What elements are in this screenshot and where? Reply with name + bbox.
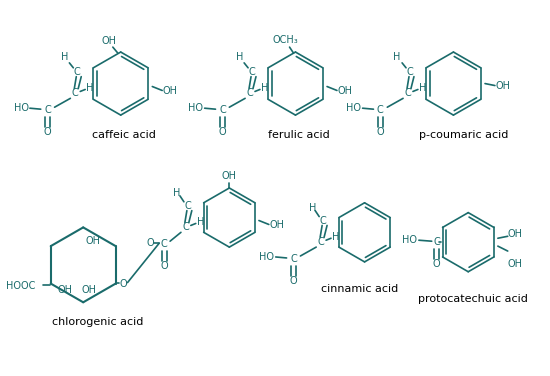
Text: C: C xyxy=(290,254,297,264)
Text: H: H xyxy=(261,83,268,94)
Text: O: O xyxy=(433,259,441,269)
Text: HO: HO xyxy=(260,252,274,262)
Text: OH: OH xyxy=(58,285,73,296)
Text: O: O xyxy=(44,127,52,137)
Text: C: C xyxy=(320,215,327,226)
Text: H: H xyxy=(197,217,205,227)
Text: OH: OH xyxy=(269,220,284,230)
Text: H: H xyxy=(60,52,68,62)
Text: OH: OH xyxy=(86,236,101,246)
Text: C: C xyxy=(377,105,384,115)
Text: H: H xyxy=(393,52,401,62)
Text: C: C xyxy=(184,201,191,211)
Text: chlorogenic acid: chlorogenic acid xyxy=(52,317,144,327)
Text: O: O xyxy=(161,261,168,271)
Text: p-coumaric acid: p-coumaric acid xyxy=(419,130,508,140)
Text: OH: OH xyxy=(163,86,178,97)
Text: cinnamic acid: cinnamic acid xyxy=(321,285,398,294)
Text: C: C xyxy=(318,237,324,247)
Text: C: C xyxy=(405,88,411,99)
Text: ferulic acid: ferulic acid xyxy=(267,130,329,140)
Text: OH: OH xyxy=(507,259,522,269)
Text: C: C xyxy=(406,67,414,77)
Text: OCH₃: OCH₃ xyxy=(273,35,299,45)
Text: O: O xyxy=(120,279,128,288)
Text: protocatechuic acid: protocatechuic acid xyxy=(418,294,528,304)
Text: O: O xyxy=(146,238,154,248)
Text: C: C xyxy=(183,223,189,232)
Text: OH: OH xyxy=(337,86,353,97)
Text: OH: OH xyxy=(101,36,117,46)
Text: O: O xyxy=(377,127,384,137)
Text: O: O xyxy=(218,127,226,137)
Text: C: C xyxy=(433,237,440,247)
Text: O: O xyxy=(290,276,298,286)
Text: HO: HO xyxy=(14,103,29,113)
Text: OH: OH xyxy=(222,171,237,181)
Text: C: C xyxy=(249,67,255,77)
Text: OH: OH xyxy=(496,80,510,91)
Text: C: C xyxy=(45,105,51,115)
Text: HO: HO xyxy=(188,103,204,113)
Text: caffeic acid: caffeic acid xyxy=(92,130,156,140)
Text: HO: HO xyxy=(403,235,417,245)
Text: C: C xyxy=(247,88,254,99)
Text: HO: HO xyxy=(346,103,361,113)
Text: C: C xyxy=(74,67,81,77)
Text: OH: OH xyxy=(81,285,97,296)
Text: HOOC: HOOC xyxy=(7,280,36,291)
Text: OH: OH xyxy=(507,229,522,239)
Text: C: C xyxy=(72,88,79,99)
Text: H: H xyxy=(419,83,426,94)
Text: C: C xyxy=(161,239,168,249)
Text: H: H xyxy=(86,83,94,94)
Text: C: C xyxy=(219,105,226,115)
Text: H: H xyxy=(235,52,243,62)
Text: H: H xyxy=(173,188,181,198)
Text: H: H xyxy=(309,203,316,213)
Text: H: H xyxy=(332,232,340,242)
